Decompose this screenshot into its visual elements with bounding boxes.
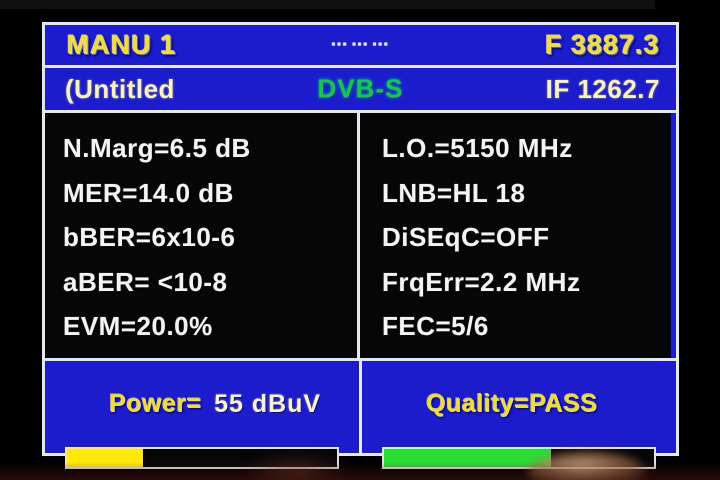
quality-readout: Quality=PASS (382, 372, 656, 437)
measurement-row: FEC=5/6 (382, 311, 489, 341)
measurement-row: L.O.=5150 MHz (382, 133, 573, 163)
power-value: 55 dBuV (214, 390, 322, 418)
measurements-right-column: L.O.=5150 MHz LNB=HL 18 DiSEqC=OFF FrqEr… (360, 113, 676, 358)
header-bar: MANU 1 ■■■ ■■■ ■■■ F 3887.3 (45, 25, 676, 68)
quality-label: Quality= (426, 390, 530, 418)
screen: MANU 1 ■■■ ■■■ ■■■ F 3887.3 (Untitled DV… (42, 22, 679, 469)
power-label: Power= (109, 390, 203, 418)
measurement-row: EVM=20.0% (63, 311, 213, 341)
power-readout: Power= 55 dBuV (65, 372, 339, 437)
measurement-row: FrqErr=2.2 MHz (382, 266, 581, 297)
top-stripe (0, 0, 655, 9)
meters-section: Power= 55 dBuV Quality=PASS (45, 361, 676, 469)
quality-value: PASS (529, 390, 599, 418)
measurements-left-column: N.Marg=6.5 dB MER=14.0 dB bBER=6x10-6 aB… (45, 113, 360, 358)
measurement-row: DiSEqC=OFF (382, 222, 550, 252)
measurements-panel: N.Marg=6.5 dB MER=14.0 dB bBER=6x10-6 aB… (45, 113, 676, 361)
measurement-row: aBER= <10-8 (63, 266, 228, 297)
bottom-strip (0, 462, 720, 480)
measurement-row: bBER=6x10-6 (63, 222, 236, 252)
signal-standard: DVB-S (317, 73, 404, 104)
power-panel: Power= 55 dBuV (45, 361, 362, 469)
measurement-row: LNB=HL 18 (382, 177, 526, 208)
status-indicator: ■■■ ■■■ ■■■ (331, 42, 390, 48)
measurement-row: MER=14.0 dB (63, 177, 234, 208)
mode-title: MANU 1 (67, 29, 177, 60)
frequency-readout: F 3887.3 (545, 29, 660, 60)
subheader-bar: (Untitled DVB-S IF 1262.7 (45, 68, 676, 113)
quality-panel: Quality=PASS (362, 361, 676, 469)
measurement-row: N.Marg=6.5 dB (63, 133, 251, 163)
if-frequency: IF 1262.7 (545, 73, 660, 104)
channel-name: (Untitled (65, 73, 175, 104)
